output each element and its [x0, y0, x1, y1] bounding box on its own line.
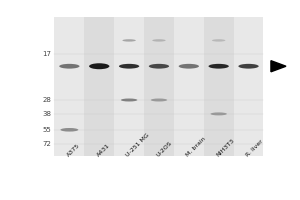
- Text: 17: 17: [43, 51, 52, 57]
- Bar: [54, 17, 84, 156]
- Ellipse shape: [89, 63, 110, 69]
- Text: M. brain: M. brain: [185, 136, 207, 158]
- Text: NIH3T3: NIH3T3: [215, 138, 235, 158]
- Ellipse shape: [119, 64, 139, 69]
- Text: A431: A431: [96, 143, 111, 158]
- Text: 55: 55: [43, 127, 52, 133]
- Text: U-2OS: U-2OS: [155, 140, 173, 158]
- Bar: [144, 17, 174, 156]
- Ellipse shape: [208, 64, 229, 69]
- Ellipse shape: [212, 39, 225, 42]
- Text: 72: 72: [43, 141, 52, 147]
- Polygon shape: [271, 61, 286, 72]
- Bar: [204, 17, 234, 156]
- Ellipse shape: [152, 39, 166, 42]
- Ellipse shape: [238, 64, 259, 69]
- Bar: [84, 17, 114, 156]
- Text: 38: 38: [43, 111, 52, 117]
- Bar: [234, 17, 263, 156]
- Text: R. liver: R. liver: [245, 139, 264, 158]
- Ellipse shape: [59, 64, 80, 69]
- Bar: [174, 17, 204, 156]
- Ellipse shape: [121, 99, 137, 101]
- Ellipse shape: [60, 128, 78, 132]
- Ellipse shape: [179, 64, 199, 69]
- Text: A375: A375: [66, 143, 81, 158]
- Ellipse shape: [151, 99, 167, 101]
- Ellipse shape: [149, 64, 169, 69]
- Text: U-251 MG: U-251 MG: [126, 132, 151, 158]
- Ellipse shape: [211, 112, 227, 115]
- Bar: [114, 17, 144, 156]
- Text: 28: 28: [43, 97, 52, 103]
- Ellipse shape: [122, 39, 136, 42]
